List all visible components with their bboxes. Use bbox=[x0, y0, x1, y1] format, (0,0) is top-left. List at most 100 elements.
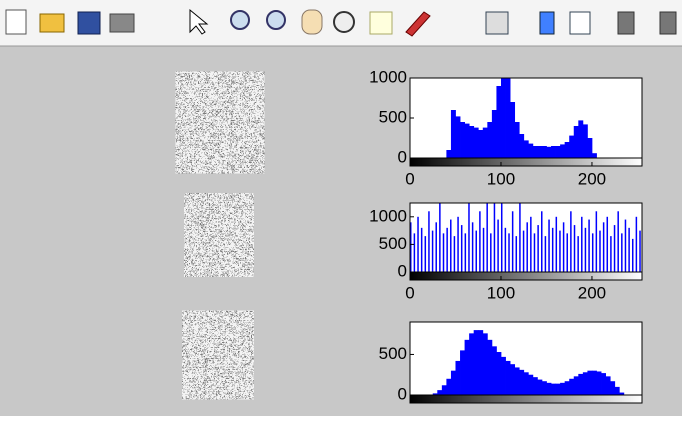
bar bbox=[615, 387, 620, 395]
stem bbox=[512, 211, 514, 272]
bar bbox=[560, 144, 565, 158]
bar bbox=[578, 374, 583, 395]
legend-button[interactable] bbox=[570, 12, 590, 34]
save-button[interactable] bbox=[78, 12, 100, 34]
stem bbox=[516, 236, 518, 272]
bar bbox=[569, 379, 574, 395]
bar bbox=[451, 371, 456, 395]
bar bbox=[465, 340, 470, 395]
bar bbox=[565, 142, 570, 158]
stem bbox=[548, 220, 550, 272]
bar bbox=[501, 357, 506, 395]
stem bbox=[476, 231, 478, 272]
stem bbox=[446, 228, 448, 272]
gray-strip bbox=[410, 395, 642, 403]
stem bbox=[450, 220, 452, 272]
stem bbox=[639, 231, 641, 272]
pan-button[interactable] bbox=[302, 10, 322, 34]
bar bbox=[446, 379, 451, 395]
open-button[interactable] bbox=[40, 14, 64, 32]
bar bbox=[451, 110, 456, 158]
stem bbox=[497, 220, 499, 272]
stem bbox=[596, 211, 598, 272]
bar bbox=[560, 383, 565, 395]
bar bbox=[565, 381, 570, 395]
stem bbox=[574, 225, 576, 272]
bar bbox=[501, 78, 506, 158]
colorbar-button[interactable] bbox=[540, 12, 554, 34]
stem bbox=[519, 203, 521, 272]
stem bbox=[486, 203, 488, 272]
stem bbox=[479, 211, 481, 272]
stem bbox=[570, 211, 572, 272]
bar bbox=[578, 120, 583, 158]
bar bbox=[583, 372, 588, 395]
gray-strip bbox=[410, 158, 642, 166]
y-tick-label: 1000 bbox=[369, 67, 407, 86]
bar bbox=[592, 371, 597, 395]
rotate-button[interactable] bbox=[334, 12, 354, 32]
y-tick-label: 0 bbox=[398, 384, 407, 403]
bar bbox=[455, 361, 460, 395]
stem bbox=[559, 231, 561, 272]
bar bbox=[556, 146, 561, 158]
stem bbox=[435, 222, 437, 272]
stem bbox=[428, 211, 430, 272]
bar bbox=[478, 130, 483, 158]
stem bbox=[432, 231, 434, 272]
bar bbox=[483, 128, 488, 158]
stem bbox=[541, 211, 543, 272]
datacursor-button[interactable] bbox=[370, 12, 392, 34]
link-button[interactable] bbox=[486, 12, 508, 34]
hide-button[interactable] bbox=[618, 12, 634, 34]
y-tick-label: 0 bbox=[398, 261, 407, 280]
zoom-in-button[interactable] bbox=[231, 11, 249, 29]
bar bbox=[546, 147, 551, 158]
bar bbox=[533, 146, 538, 158]
image-adjusted bbox=[188, 318, 248, 392]
show-button[interactable] bbox=[660, 12, 676, 34]
new-button[interactable] bbox=[6, 10, 26, 34]
bar bbox=[551, 384, 556, 395]
bar bbox=[446, 150, 451, 158]
bar bbox=[515, 367, 520, 395]
stem bbox=[457, 217, 459, 272]
bar bbox=[478, 330, 483, 395]
bar bbox=[460, 122, 465, 158]
stem bbox=[636, 217, 638, 272]
stem bbox=[421, 228, 423, 272]
figure-window: 0500100001002000500100001002000500 bbox=[0, 0, 682, 416]
stem bbox=[545, 236, 547, 272]
bar bbox=[592, 153, 597, 158]
stem bbox=[494, 203, 496, 272]
stem bbox=[577, 236, 579, 272]
stem bbox=[599, 231, 601, 272]
stem bbox=[523, 231, 525, 272]
stem bbox=[526, 222, 528, 272]
stem bbox=[556, 217, 558, 272]
bar bbox=[510, 364, 515, 395]
stem bbox=[617, 211, 619, 272]
stem bbox=[632, 239, 634, 272]
x-tick-label: 200 bbox=[578, 283, 606, 302]
bar bbox=[519, 134, 524, 158]
bar bbox=[515, 122, 520, 158]
stem bbox=[592, 233, 594, 272]
stem bbox=[534, 233, 536, 272]
bar bbox=[537, 380, 542, 395]
gray-strip bbox=[410, 272, 642, 280]
bar bbox=[587, 371, 592, 395]
bar bbox=[610, 381, 615, 395]
bar bbox=[583, 124, 588, 158]
stem bbox=[468, 203, 470, 272]
bar bbox=[506, 361, 511, 395]
stem bbox=[552, 228, 554, 272]
stem bbox=[585, 228, 587, 272]
stem bbox=[537, 225, 539, 272]
bar bbox=[542, 381, 547, 395]
y-tick-label: 500 bbox=[379, 344, 407, 363]
zoom-out-button[interactable] bbox=[267, 11, 285, 29]
stem bbox=[566, 233, 568, 272]
bar bbox=[487, 340, 492, 395]
print-button[interactable] bbox=[110, 14, 134, 32]
